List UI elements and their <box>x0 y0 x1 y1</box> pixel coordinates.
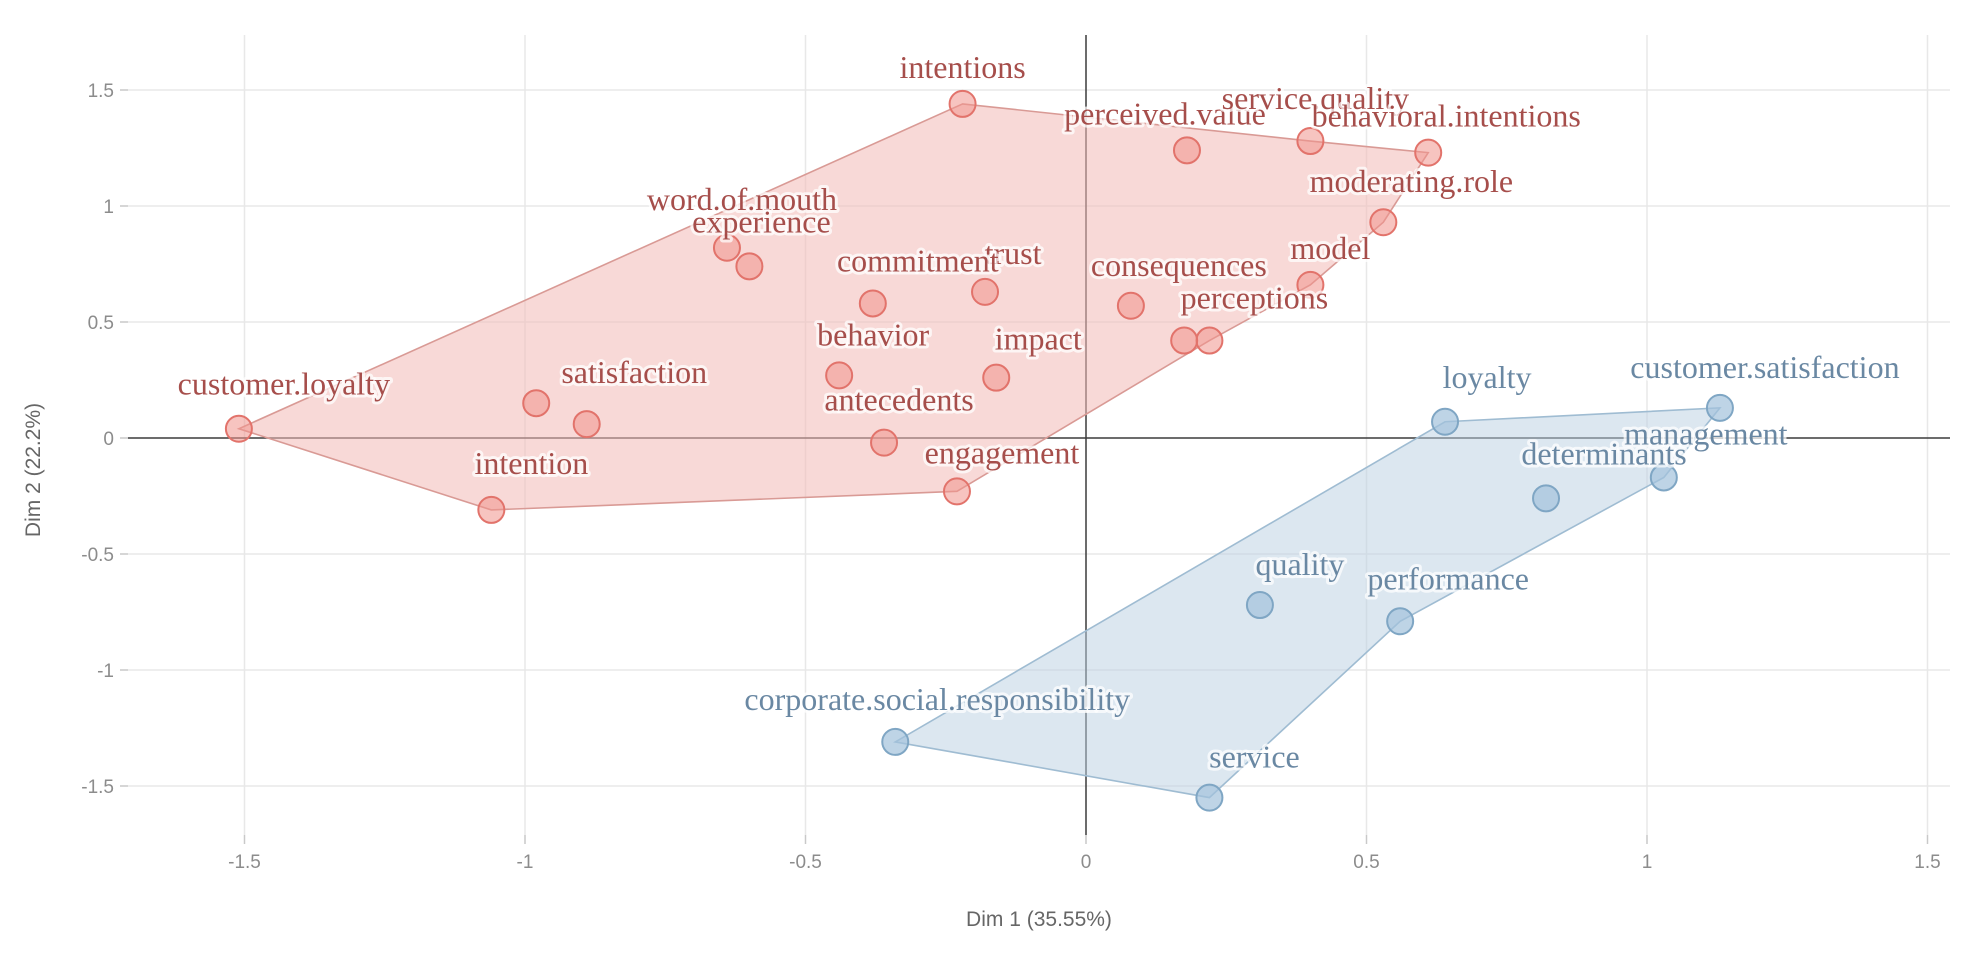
x-tick-label-1.5: 1.5 <box>1914 852 1940 873</box>
point-label-management: management <box>1624 415 1788 451</box>
data-point-trust[interactable] <box>971 277 1000 306</box>
data-point-service-quality[interactable] <box>1296 127 1325 156</box>
data-point-management[interactable] <box>1649 463 1678 492</box>
data-point-moderating-role[interactable] <box>1369 208 1398 237</box>
point-label-quality: quality <box>1255 546 1344 582</box>
point-label-determinants: determinants <box>1521 435 1686 471</box>
data-point-satisfaction[interactable] <box>522 389 551 418</box>
data-point-behavioral-intentions[interactable] <box>1414 138 1443 167</box>
data-point-engagement[interactable] <box>942 477 971 506</box>
y-axis-title: Dim 2 (22.2%) <box>22 403 45 537</box>
y-tick-label--0.5: -0.5 <box>81 545 114 566</box>
point-label-word-of-mouth: word.of.mouth <box>647 181 837 217</box>
point-label-layer: intentions perceived.valueservice.quality… <box>175 46 1903 778</box>
data-point-commitment[interactable] <box>858 289 887 318</box>
data-point-experience[interactable] <box>735 252 764 281</box>
point-label-customer-loyalty: customer.loyalty <box>178 366 390 402</box>
point-label-commitment: commitment <box>837 242 999 278</box>
point-label-behavioral-intentions: behavioral.intentions <box>1312 98 1581 134</box>
x-tick-label--0.5: -0.5 <box>789 852 822 873</box>
data-point-consequences[interactable] <box>1116 291 1145 320</box>
data-point-layer <box>224 89 1734 812</box>
point-label-moderating-role: moderating.role <box>1310 163 1513 199</box>
point-label-intentions: intentions <box>899 49 1025 85</box>
point-label-trust: trust <box>985 235 1042 271</box>
point-label-model: model <box>1290 230 1370 266</box>
data-point-unlabeled[interactable] <box>572 410 601 439</box>
point-label-satisfaction: satisfaction <box>561 354 707 390</box>
x-tick-label-1: 1 <box>1642 852 1653 873</box>
y-tick-label--1: -1 <box>97 661 114 682</box>
point-label-service: service <box>1209 739 1300 775</box>
data-point-perceptions[interactable] <box>1195 326 1224 355</box>
point-label-consequences: consequences <box>1091 247 1267 283</box>
point-label-experience: experience <box>692 203 831 239</box>
data-point-model[interactable] <box>1296 270 1325 299</box>
data-point-perceived-value[interactable] <box>1172 136 1201 165</box>
data-point-customer-satisfaction[interactable] <box>1705 393 1734 422</box>
data-point-determinants[interactable] <box>1532 484 1561 513</box>
point-label-performance: performance <box>1367 560 1529 596</box>
y-tick-label-1: 1 <box>103 197 114 218</box>
point-label-loyalty: loyalty <box>1443 359 1532 395</box>
data-point-service[interactable] <box>1195 783 1224 812</box>
y-tick-label--1.5: -1.5 <box>81 777 114 798</box>
point-label-impact: impact <box>995 321 1082 357</box>
x-axis-title: Dim 1 (35.55%) <box>966 908 1112 931</box>
data-point-quality[interactable] <box>1245 591 1274 620</box>
x-tick-label--1: -1 <box>517 852 534 873</box>
data-point-word-of-mouth[interactable] <box>712 233 741 262</box>
data-point-intention[interactable] <box>477 495 506 524</box>
data-point-impact[interactable] <box>982 363 1011 392</box>
data-point-antecedents[interactable] <box>870 428 899 457</box>
y-tick-label-0.5: 0.5 <box>88 313 114 334</box>
point-label-service-quality: service.quality <box>1222 80 1409 116</box>
point-label-behavior: behavior <box>817 316 929 352</box>
point-label-engagement: engagement <box>925 434 1080 470</box>
data-point-customer-loyalty[interactable] <box>224 414 253 443</box>
point-label-perceptions: perceptions <box>1181 280 1329 316</box>
x-tick-label-0.5: 0.5 <box>1353 852 1379 873</box>
data-point-corporate-social-responsibility[interactable] <box>881 727 910 756</box>
data-point-behavior[interactable] <box>825 361 854 390</box>
point-label-perceived-value: perceived.value <box>1064 95 1266 131</box>
point-label-customer-satisfaction: customer.satisfaction <box>1630 349 1899 385</box>
point-label-corporate-social-responsibility: corporate.social.responsibility <box>744 681 1130 717</box>
tick-layer: -1.5 -1 -0.5 0 0.5 1 1.5 -1.5 -1 -0.5 0 0.5 1 1.5 <box>81 81 1940 873</box>
y-tick-label-0: 0 <box>103 429 114 450</box>
x-tick-label--1.5: -1.5 <box>228 852 261 873</box>
x-tick-label-0: 0 <box>1081 852 1092 873</box>
data-point-intentions[interactable] <box>948 89 977 118</box>
point-label-intention: intention <box>474 445 588 481</box>
data-point-performance[interactable] <box>1386 607 1415 636</box>
y-tick-label-1.5: 1.5 <box>88 81 114 102</box>
point-label-antecedents: antecedents <box>824 382 973 418</box>
data-point-loyalty[interactable] <box>1431 407 1460 436</box>
data-point-unlabeled[interactable] <box>1170 326 1199 355</box>
